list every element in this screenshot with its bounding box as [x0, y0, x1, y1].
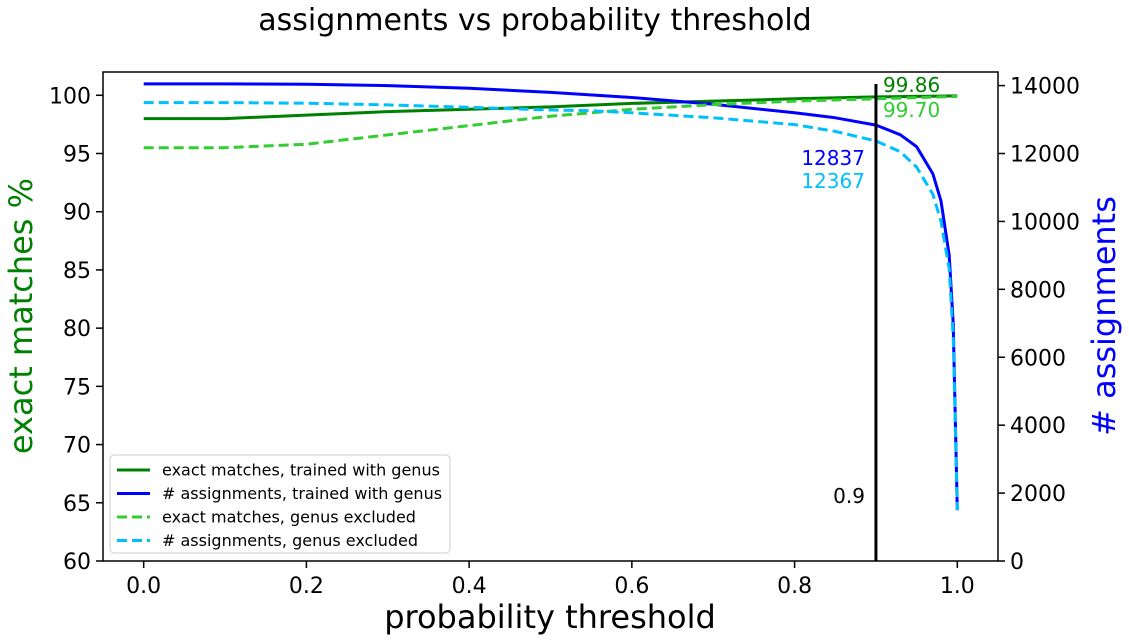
y-right-tick-label: 10000 [1010, 210, 1080, 235]
x-tick-label: 0.0 [126, 574, 161, 599]
y-right-tick-label: 6000 [1010, 346, 1066, 371]
x-axis-label: probability threshold [384, 598, 716, 636]
legend-entry-label: exact matches, genus excluded [162, 508, 416, 527]
legend-entry-label: # assignments, trained with genus [162, 484, 442, 503]
value-annotation: 12367 [801, 169, 865, 193]
plot-area [102, 71, 999, 562]
x-axis-ticks: 0.0 0.2 0.4 0.6 0.8 1.0 [126, 561, 975, 599]
value-annotation: 99.86 [883, 73, 940, 97]
y-right-tick-label: 14000 [1010, 75, 1080, 100]
x-tick-label: 0.4 [452, 574, 487, 599]
x-tick-label: 0.8 [777, 574, 812, 599]
y-right-tick-label: 0 [1010, 550, 1024, 575]
y-left-tick-label: 65 [63, 492, 91, 517]
y-left-axis-ticks: 60 65 70 75 80 85 90 95 100 [49, 84, 103, 575]
series-line-3 [143, 94, 958, 150]
threshold-line-layer: 0.9 [833, 84, 878, 561]
threshold-label: 0.9 [833, 484, 865, 508]
y-left-tick-label: 75 [63, 375, 91, 400]
y-right-tick-label: 2000 [1010, 482, 1066, 507]
y-left-tick-label: 100 [49, 84, 91, 109]
chart-title: assignments vs probability threshold [258, 3, 811, 38]
value-annotation: 12837 [801, 146, 865, 170]
legend: exact matches, trained with genus # assig… [109, 454, 451, 554]
series-line-2 [143, 82, 959, 511]
legend-box [109, 454, 451, 554]
y-right-axis-ticks: 0 2000 4000 6000 8000 10000 12000 14000 [998, 75, 1080, 575]
y-left-tick-label: 70 [63, 434, 91, 459]
y-right-tick-label: 4000 [1010, 414, 1066, 439]
y-right-tick-label: 12000 [1010, 143, 1080, 168]
x-tick-label: 0.2 [289, 574, 324, 599]
series-line-1 [143, 94, 958, 121]
y-right-axis-label: # assignments [1085, 196, 1123, 436]
y-right-tick-label: 8000 [1010, 278, 1066, 303]
series-line-4 [143, 101, 959, 511]
legend-entry-label: # assignments, genus excluded [162, 531, 418, 550]
series-layer [143, 82, 959, 511]
x-tick-label: 0.6 [614, 574, 649, 599]
legend-entry-label: exact matches, trained with genus [162, 461, 440, 480]
x-tick-label: 1.0 [940, 574, 975, 599]
y-left-tick-label: 80 [63, 317, 91, 342]
y-left-tick-label: 60 [63, 550, 91, 575]
y-left-tick-label: 90 [63, 201, 91, 226]
y-left-axis-label: exact matches % [2, 178, 40, 454]
value-annotation: 99.70 [883, 98, 940, 122]
y-left-tick-label: 95 [63, 143, 91, 168]
y-left-tick-label: 85 [63, 259, 91, 284]
plot-frame [102, 71, 999, 562]
